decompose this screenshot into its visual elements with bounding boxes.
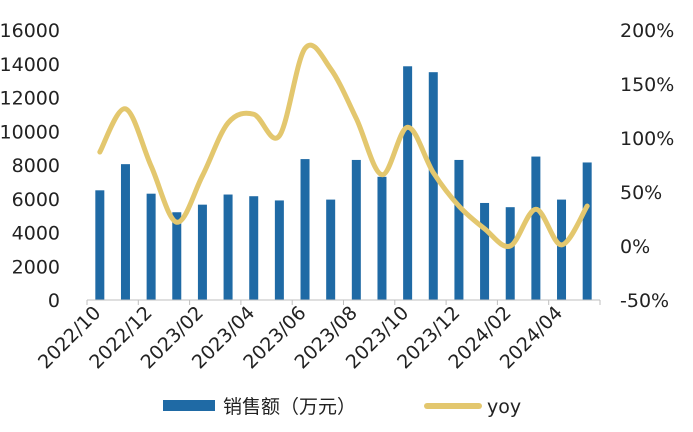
bar-2023-03 bbox=[224, 195, 233, 300]
y-right-tick-label: 100% bbox=[620, 128, 674, 150]
legend-line-label: yoy bbox=[487, 396, 521, 418]
y-left-tick-label: 16000 bbox=[0, 20, 60, 42]
y-left-tick-label: 6000 bbox=[12, 189, 60, 211]
x-axis-ticks: 2022/102022/122023/022023/042023/062023/… bbox=[34, 300, 600, 373]
right-axis-ticks: -50% 0% 50% 100% 150% 200% bbox=[620, 20, 674, 312]
bar-2023-05 bbox=[275, 200, 284, 300]
left-axis-ticks: 0 2000 4000 6000 8000 10000 12000 14000 16000 bbox=[0, 20, 60, 312]
bar-2023-06 bbox=[301, 159, 310, 300]
legend: 销售额（万元） yoy bbox=[163, 396, 521, 418]
legend-bar-swatch bbox=[163, 400, 215, 411]
bar-2024-04 bbox=[557, 200, 566, 300]
legend-bar-label: 销售额（万元） bbox=[223, 396, 356, 418]
bar-2022-10 bbox=[95, 190, 104, 300]
y-left-tick-label: 2000 bbox=[12, 256, 60, 278]
bar-2022-12 bbox=[147, 194, 156, 300]
y-left-tick-label: 10000 bbox=[0, 121, 60, 143]
bar-2023-08 bbox=[352, 160, 361, 300]
bar-2024-03 bbox=[531, 157, 540, 300]
y-right-tick-label: -50% bbox=[620, 290, 669, 312]
bar-2023-09 bbox=[377, 177, 386, 300]
bar-2023-04 bbox=[249, 196, 258, 300]
y-right-tick-label: 0% bbox=[620, 236, 650, 258]
bar-2023-01 bbox=[172, 212, 181, 300]
bar-2022-11 bbox=[121, 164, 130, 300]
bar-2023-07 bbox=[326, 200, 335, 300]
bar-2024-01 bbox=[480, 203, 489, 300]
y-left-tick-label: 14000 bbox=[0, 54, 60, 76]
y-right-tick-label: 150% bbox=[620, 74, 674, 96]
bar-2023-12 bbox=[454, 160, 463, 300]
y-right-tick-label: 200% bbox=[620, 20, 674, 42]
bar-2023-11 bbox=[429, 72, 438, 300]
bar-2023-10 bbox=[403, 66, 412, 300]
bar-2024-05 bbox=[583, 162, 592, 300]
bar-2023-02 bbox=[198, 205, 207, 300]
y-left-tick-label: 4000 bbox=[12, 223, 60, 245]
y-left-tick-label: 0 bbox=[48, 290, 60, 312]
y-left-tick-label: 12000 bbox=[0, 88, 60, 110]
bar-series bbox=[95, 66, 591, 300]
y-left-tick-label: 8000 bbox=[12, 155, 60, 177]
y-right-tick-label: 50% bbox=[620, 182, 662, 204]
bar-2024-02 bbox=[506, 207, 515, 300]
